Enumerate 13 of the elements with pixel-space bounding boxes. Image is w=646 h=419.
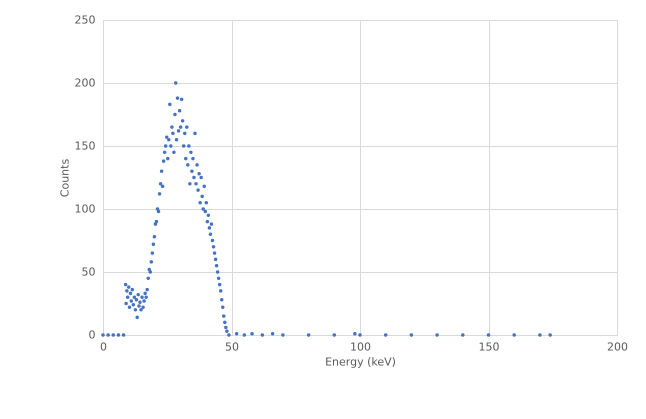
- x-axis-title: Energy (keV): [325, 356, 396, 368]
- y-tick-label: 150: [74, 140, 96, 152]
- y-tick-label: 200: [74, 76, 96, 90]
- y-tick-label: 100: [74, 202, 96, 216]
- x-tick-label: 100: [350, 340, 371, 354]
- x-tick-label: 0: [100, 340, 107, 354]
- y-axis-title: Counts: [58, 158, 72, 198]
- y-tick-label: 50: [82, 266, 96, 278]
- x-tick-label: 200: [607, 340, 628, 354]
- y-tick-label: 0: [88, 328, 96, 342]
- y-tick-label: 250: [74, 14, 96, 26]
- x-tick-label: 50: [225, 340, 239, 354]
- x-tick-label: 150: [478, 340, 500, 354]
